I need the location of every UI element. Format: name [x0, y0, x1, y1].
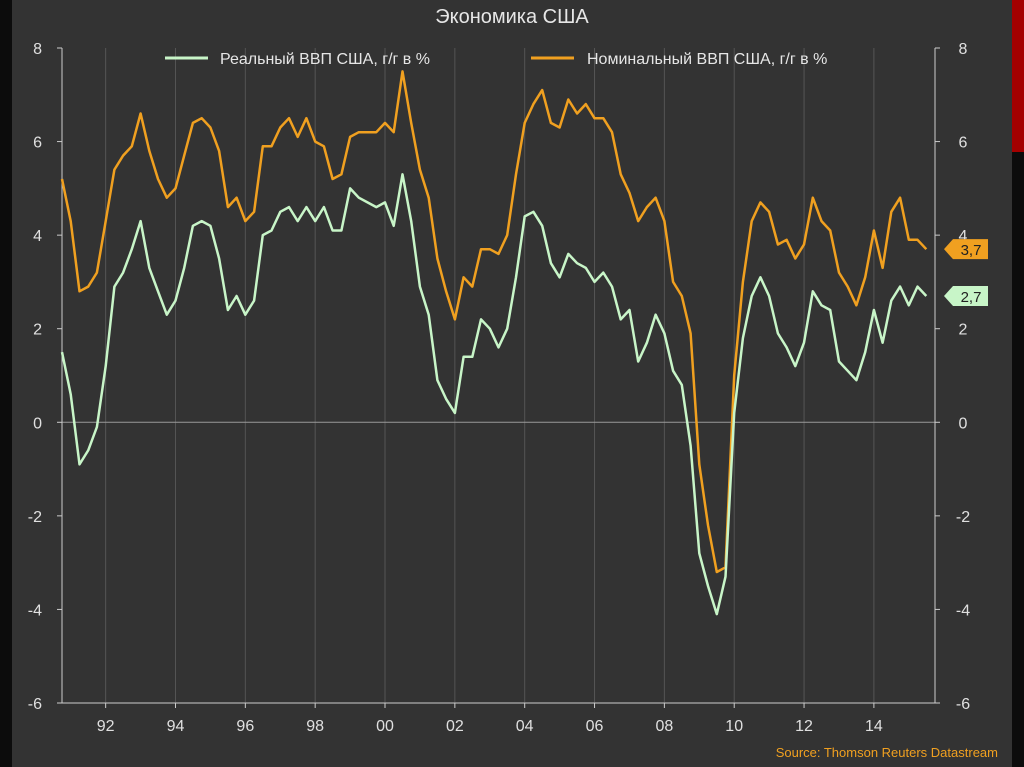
- legend-label-nominal: Номинальный ВВП США, г/г в %: [587, 51, 827, 68]
- x-tick-label: 08: [655, 718, 673, 735]
- right-red-accent: [1012, 0, 1024, 152]
- y-tick-label-right: 8: [959, 41, 968, 58]
- y-tick-label-left: 2: [33, 322, 42, 339]
- y-tick-label-right: -4: [956, 602, 970, 619]
- x-tick-label: 12: [795, 718, 813, 735]
- y-tick-label-left: 0: [33, 415, 42, 432]
- chart-title: Экономика США: [435, 6, 589, 28]
- y-tick-label-left: 6: [33, 135, 42, 152]
- last-value-tag-nominal: [944, 239, 988, 260]
- grid-layer: [62, 48, 935, 703]
- legend-label-real: Реальный ВВП США, г/г в %: [220, 51, 430, 68]
- x-tick-label: 94: [167, 718, 185, 735]
- series-line-nominal: [60, 70, 928, 574]
- last-value-tag-real: [944, 285, 988, 306]
- y-tick-label-right: 6: [959, 135, 968, 152]
- y-tick-label-right: 4: [959, 228, 968, 245]
- series-line-real: [60, 173, 928, 616]
- series-layer: [60, 70, 928, 616]
- y-tick-label-left: -2: [28, 509, 42, 526]
- x-tick-label: 14: [865, 718, 883, 735]
- last-value-label-real: 2,7: [961, 289, 982, 306]
- y-tick-label-left: 4: [33, 228, 42, 245]
- x-tick-label: 96: [236, 718, 254, 735]
- y-tick-label-right: 2: [959, 322, 968, 339]
- x-tick-label: 92: [97, 718, 115, 735]
- y-tick-label-left: -6: [28, 696, 42, 713]
- x-tick-label: 10: [725, 718, 743, 735]
- x-tick-label: 06: [586, 718, 604, 735]
- x-tick-label: 00: [376, 718, 394, 735]
- source-note: Source: Thomson Reuters Datastream: [775, 745, 998, 760]
- x-tick-label: 02: [446, 718, 464, 735]
- left-border: [0, 0, 12, 767]
- axis-layer: 92 94 96 98 00 02 04 06 08 10 12 14-6 -6-4 -4-2 -20 02 2…: [28, 41, 970, 735]
- x-tick-label: 04: [516, 718, 534, 735]
- y-tick-label-left: 8: [33, 41, 42, 58]
- y-tick-label-right: 0: [959, 415, 968, 432]
- x-tick-label: 98: [306, 718, 324, 735]
- y-tick-label-left: -4: [28, 602, 42, 619]
- y-tick-label-right: -2: [956, 509, 970, 526]
- last-value-labels: 2,7 3,7: [944, 239, 988, 306]
- last-value-label-nominal: 3,7: [961, 242, 982, 259]
- legend: Реальный ВВП США, г/г в % Номинальный ВВ…: [165, 51, 827, 68]
- y-tick-label-right: -6: [956, 696, 970, 713]
- right-border: [1012, 0, 1024, 767]
